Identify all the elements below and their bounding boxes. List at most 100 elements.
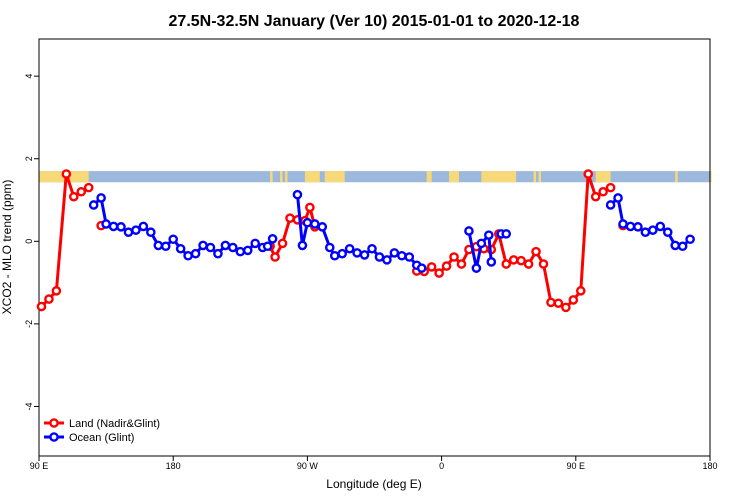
data-point — [198, 240, 208, 251]
data-point — [685, 234, 695, 245]
data-point — [662, 227, 673, 238]
data-point — [382, 255, 392, 265]
x-tick-label: 0 — [439, 461, 444, 471]
x-tick-label: 180 — [166, 461, 181, 471]
data-point — [538, 259, 549, 269]
data-point — [546, 297, 556, 308]
data-point — [160, 241, 171, 252]
data-point — [228, 242, 238, 253]
data-point — [337, 248, 347, 259]
data-point — [618, 219, 628, 229]
data-point — [153, 240, 164, 251]
data-point — [374, 252, 385, 262]
data-point — [598, 186, 608, 197]
data-point — [352, 248, 362, 258]
data-point — [590, 191, 601, 202]
plot-band — [39, 171, 712, 183]
data-point — [464, 226, 474, 236]
data-point — [501, 259, 512, 269]
data-point — [51, 286, 62, 296]
legend-marker — [49, 418, 59, 428]
data-point — [655, 221, 666, 232]
data-point — [456, 259, 467, 269]
x-tick-label: 90 E — [30, 461, 49, 471]
series-layer — [36, 169, 695, 313]
data-point — [553, 298, 564, 309]
data-point — [486, 257, 497, 267]
legend: Land (Nadir&Glint) Ocean (Glint) — [44, 418, 160, 444]
data-point — [96, 193, 106, 203]
legend-marker — [49, 432, 59, 442]
data-point — [190, 248, 201, 259]
data-point — [359, 250, 370, 260]
series-land — [36, 169, 628, 313]
y-tick-label: 2 — [24, 156, 34, 161]
data-point — [317, 222, 328, 232]
data-point — [68, 191, 79, 202]
data-point — [471, 263, 482, 273]
data-point — [61, 169, 72, 179]
land-band-segment — [304, 171, 320, 183]
data-point — [36, 301, 47, 312]
data-point — [613, 193, 623, 203]
land-band-segment — [270, 171, 273, 183]
plot-frame — [38, 38, 711, 457]
data-point — [670, 240, 681, 251]
data-point — [205, 242, 216, 253]
data-point — [183, 250, 193, 261]
data-point — [88, 200, 99, 210]
data-point — [235, 246, 246, 257]
data-point — [138, 221, 149, 232]
data-point — [501, 229, 512, 239]
x-axis-label: Longitude (deg E) — [326, 477, 421, 491]
land-band-segment — [533, 171, 537, 183]
land-band-segment — [595, 171, 611, 183]
data-point — [389, 248, 400, 258]
data-point — [277, 238, 288, 249]
data-point — [426, 262, 437, 272]
data-point — [508, 255, 519, 265]
data-point — [449, 252, 459, 262]
y-tick-label: 0 — [24, 239, 34, 244]
land-band-segment — [538, 171, 542, 183]
y-tick-label: 4 — [24, 74, 34, 79]
data-point — [568, 295, 579, 305]
data-point — [250, 238, 261, 249]
data-point — [220, 240, 231, 251]
land-band-segment — [426, 171, 432, 183]
data-point — [262, 241, 273, 252]
y-axis-label: XCO2 - MLO trend (ppm) — [0, 180, 14, 315]
data-point — [285, 213, 295, 223]
data-point — [175, 243, 186, 254]
data-point — [292, 189, 303, 200]
data-point — [648, 225, 658, 235]
data-point — [83, 182, 94, 193]
data-point — [267, 234, 278, 244]
data-point — [302, 217, 313, 228]
data-point — [640, 227, 651, 238]
data-point — [416, 263, 427, 273]
data-point — [605, 182, 616, 193]
data-point — [605, 200, 616, 210]
data-point — [270, 252, 280, 262]
data-point — [531, 246, 541, 257]
data-point — [625, 221, 636, 232]
data-point — [116, 222, 126, 232]
data-point — [329, 250, 340, 261]
land-band-segment — [481, 171, 517, 183]
y-axis: -4 -2 0 2 4 — [24, 74, 39, 410]
data-point — [397, 250, 407, 261]
legend-label: Ocean (Glint) — [69, 432, 134, 444]
data-point — [561, 302, 571, 313]
land-band-segment — [675, 171, 678, 183]
x-axis: 90 E 180 90 W 0 90 E 180 — [30, 456, 718, 471]
data-point — [404, 252, 415, 262]
data-point — [434, 268, 444, 278]
data-point — [310, 219, 320, 229]
data-point — [516, 255, 526, 266]
x-tick-label: 90 W — [297, 461, 319, 471]
data-point — [242, 245, 253, 256]
legend-label: Land (Nadir&Glint) — [69, 418, 160, 430]
land-band-segment — [449, 171, 459, 183]
